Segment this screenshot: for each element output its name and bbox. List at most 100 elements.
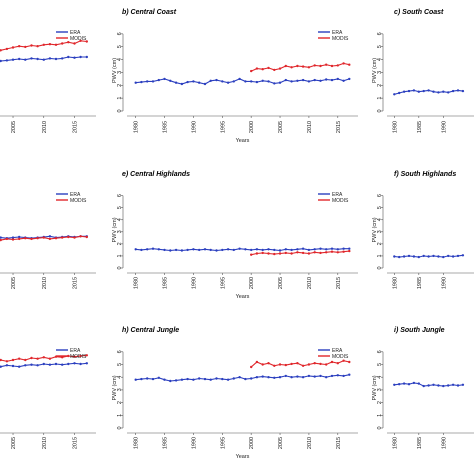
x-tick-label: 2015 [72,121,78,133]
x-tick-label: 2010 [307,277,313,289]
data-point-era [209,79,212,83]
data-point-era [342,79,345,83]
data-point-era [393,93,396,96]
data-point-era [5,364,9,367]
data-point-era [417,382,420,385]
data-point-era [342,247,345,250]
data-point-era [0,365,2,368]
y-tick-label: 1 [377,414,383,417]
data-point-era [73,362,76,365]
data-point-era [412,255,416,258]
data-point-era [307,374,311,378]
data-point-era [192,80,195,83]
data-point-modis [61,42,64,45]
data-point-era [232,80,235,83]
data-point-era [427,255,430,258]
data-point-era [461,89,465,93]
data-point-modis [273,68,276,72]
data-point-era [432,90,435,93]
data-point-era [42,58,45,61]
data-point-era [238,376,241,379]
data-point-era [319,374,322,378]
data-point-modis [5,47,9,51]
data-point-modis [79,235,82,238]
data-point-modis [261,363,264,366]
data-point-modis [296,362,299,365]
data-point-era [203,82,207,86]
y-tick-label: 1 [117,254,123,257]
data-point-era [261,375,264,378]
y-tick-label: 1 [377,254,383,257]
data-point-era [330,247,334,250]
data-point-era [174,81,178,84]
x-tick-label: 1980 [134,437,140,449]
data-point-modis [307,252,311,255]
data-point-modis [24,45,27,49]
y-tick-label: 5 [377,206,383,209]
data-point-era [437,91,440,94]
data-point-modis [325,251,328,254]
data-point-modis [67,235,70,239]
y-tick-label: 3 [117,388,123,391]
data-point-era [198,248,201,252]
data-point-era [250,377,253,380]
legend-label-modis: MODIS [332,36,349,42]
x-tick-label: 1990 [441,121,447,133]
data-point-modis [278,363,282,366]
data-point-modis [18,45,21,48]
data-point-era [79,55,82,59]
data-point-modis [313,64,316,67]
y-tick-label: 1 [117,97,123,100]
data-point-era [48,363,52,366]
data-point-era [203,248,207,251]
data-point-era [284,374,287,378]
data-point-era [238,247,241,250]
y-tick-label: 5 [117,363,123,366]
data-point-era [198,377,201,380]
legend-label-modis: MODIS [70,198,87,204]
data-point-era [456,254,460,258]
data-point-modis [255,252,259,255]
data-point-era [278,376,282,379]
data-point-era [422,89,425,93]
x-tick-label: 1985 [417,437,423,449]
data-point-modis [18,237,21,241]
x-tick-label: 1985 [417,121,423,133]
data-point-modis [0,238,2,242]
data-point-era [180,82,184,86]
y-tick-label: 1 [117,414,123,417]
data-point-era [85,362,89,365]
data-point-modis [267,252,270,255]
data-point-era [180,249,184,252]
x-tick-label: 1980 [392,277,398,289]
data-point-era [319,79,322,83]
data-point-era [151,377,155,381]
data-point-era [226,248,230,251]
panel-3: c) South Coast 0 1 2 3 4 5 6 PWV (cm) 1980 1985 199… [372,9,474,133]
y-tick-label: 4 [117,376,123,379]
y-tick-label: 4 [377,218,383,221]
data-point-modis [330,360,334,364]
x-tick-label: 1995 [220,437,226,449]
panel-6: f) South Highlands 0 1 2 3 4 5 6 PWV (cm) 1980 198… [372,171,474,289]
x-tick-label: 2005 [11,277,17,289]
data-point-era [18,365,21,368]
y-tick-label: 5 [377,45,383,48]
x-tick-label: 1990 [191,277,197,289]
data-point-era [244,377,247,381]
data-point-modis [313,251,316,254]
data-point-era [273,376,276,379]
data-point-modis [284,363,287,367]
data-point-modis [290,66,293,69]
data-point-era [393,255,396,258]
series-line-modis [251,250,350,256]
data-point-era [330,374,334,378]
data-point-era [348,247,351,250]
data-point-modis [36,237,39,240]
data-point-era [151,80,155,83]
legend-label-era: ERA [70,348,81,354]
data-point-era [437,384,440,387]
data-point-modis [5,237,9,241]
data-point-era [226,81,230,84]
data-point-era [209,248,212,252]
